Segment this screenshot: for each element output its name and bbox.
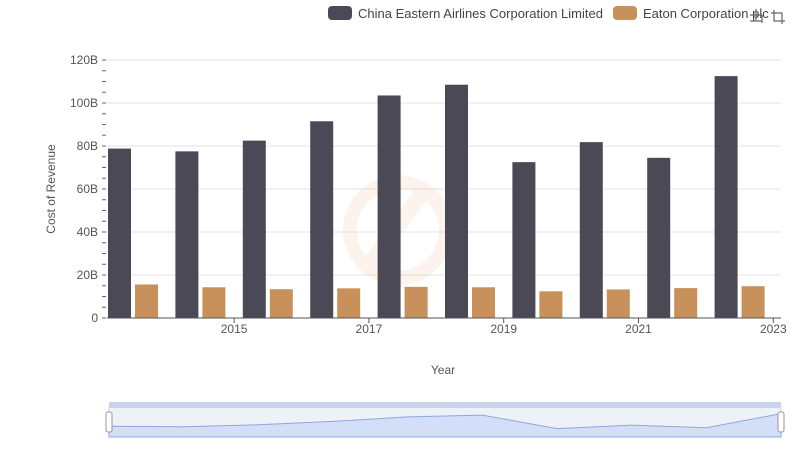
x-tick-label: 2021 bbox=[625, 322, 652, 336]
x-axis-ticks: 2015 2017 2019 2021 2023 bbox=[221, 318, 787, 336]
navigator-handle-left[interactable] bbox=[105, 411, 113, 433]
bar-china-eastern-2017[interactable] bbox=[310, 121, 334, 319]
legend: China Eastern Airlines Corporation Limit… bbox=[328, 4, 779, 22]
navigator-handle-right[interactable] bbox=[777, 411, 785, 433]
bar-eaton-2017[interactable] bbox=[337, 288, 361, 318]
x-tick-label: 2015 bbox=[221, 322, 248, 336]
legend-label-eaton: Eaton Corporation plc bbox=[642, 5, 769, 21]
bars bbox=[108, 76, 765, 319]
range-navigator[interactable] bbox=[105, 402, 785, 438]
legend-item-china-eastern[interactable]: China Eastern Airlines Corporation Limit… bbox=[328, 6, 603, 21]
x-tick-label: 2017 bbox=[356, 322, 383, 336]
y-tick-label: 60B bbox=[77, 182, 98, 196]
y-tick-label: 100B bbox=[70, 96, 98, 110]
y-axis-ticks: 0 20B 40B 60B 80B 100B 120B bbox=[70, 53, 106, 325]
navigator-series-area bbox=[108, 412, 782, 438]
restore-icon[interactable] bbox=[768, 6, 788, 26]
y-tick-label: 20B bbox=[77, 268, 98, 282]
bar-china-eastern-2021[interactable] bbox=[579, 142, 603, 318]
y-tick-label: 40B bbox=[77, 225, 98, 239]
x-tick-label: 2019 bbox=[490, 322, 517, 336]
bar-eaton-2022[interactable] bbox=[674, 288, 698, 318]
y-tick-label: 80B bbox=[77, 139, 98, 153]
bar-china-eastern-2020[interactable] bbox=[512, 162, 536, 318]
chart-toolbar bbox=[744, 6, 788, 26]
bar-eaton-2020[interactable] bbox=[539, 291, 563, 318]
bar-china-eastern-2019[interactable] bbox=[445, 84, 468, 318]
legend-swatch-china-eastern bbox=[328, 6, 352, 20]
x-tick-label: 2023 bbox=[760, 322, 787, 336]
y-tick-label: 120B bbox=[70, 53, 98, 67]
y-tick-label: 0 bbox=[91, 311, 98, 325]
x-axis-title: Year bbox=[431, 363, 455, 377]
bar-china-eastern-2016[interactable] bbox=[242, 140, 266, 318]
bar-china-eastern-2015[interactable] bbox=[175, 151, 199, 318]
bar-eaton-2023[interactable] bbox=[741, 286, 765, 318]
zoom-icon[interactable] bbox=[746, 6, 766, 26]
legend-label-china-eastern: China Eastern Airlines Corporation Limit… bbox=[358, 5, 603, 21]
bar-eaton-2021[interactable] bbox=[606, 289, 630, 318]
legend-item-eaton[interactable]: Eaton Corporation plc bbox=[612, 5, 769, 21]
bar-china-eastern-2022[interactable] bbox=[647, 157, 671, 318]
navigator-scrollbar[interactable] bbox=[109, 402, 781, 408]
bar-eaton-2019[interactable] bbox=[472, 287, 495, 318]
y-axis-title: Cost of Revenue bbox=[44, 144, 58, 234]
bar-eaton-2018[interactable] bbox=[404, 286, 428, 318]
bar-china-eastern-2014[interactable] bbox=[108, 148, 131, 318]
legend-swatch-eaton bbox=[612, 6, 637, 20]
bar-eaton-2014[interactable] bbox=[135, 284, 158, 318]
bar-eaton-2016[interactable] bbox=[269, 289, 293, 318]
bar-china-eastern-2023[interactable] bbox=[714, 76, 738, 318]
bar-china-eastern-2018[interactable] bbox=[377, 95, 401, 318]
bar-eaton-2015[interactable] bbox=[202, 287, 226, 318]
